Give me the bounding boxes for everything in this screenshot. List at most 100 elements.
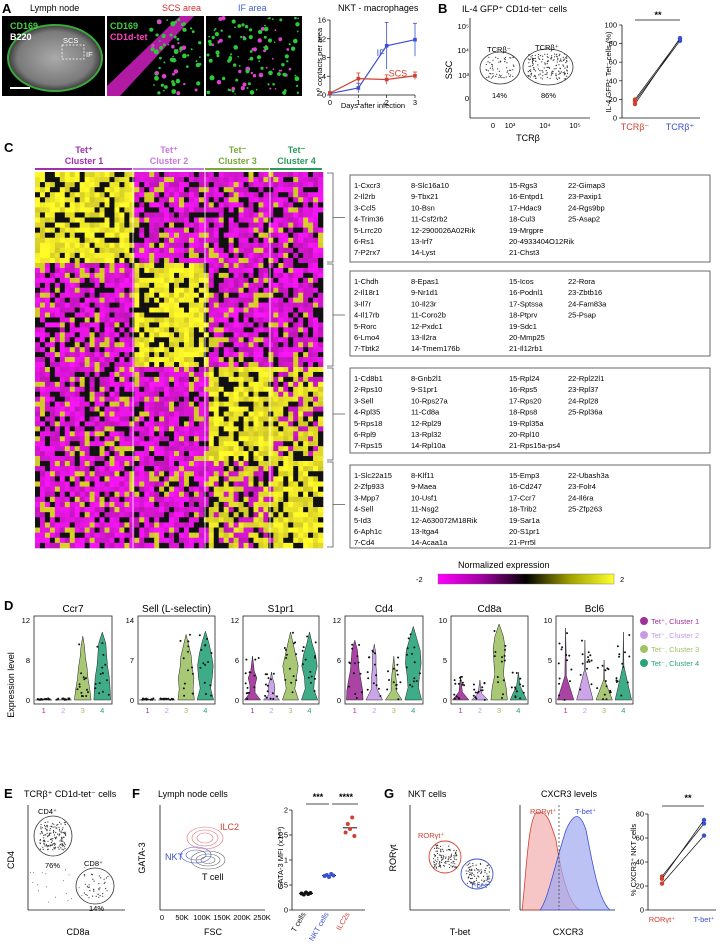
heatmap-cell bbox=[183, 252, 190, 259]
heatmap-cell bbox=[288, 451, 294, 457]
heatmap-cell bbox=[114, 227, 120, 233]
heatmap-cell bbox=[104, 486, 110, 493]
heatmap-cell bbox=[203, 187, 210, 193]
stain-speck bbox=[258, 60, 261, 62]
heatmap-cell bbox=[228, 451, 234, 457]
heatmap-cell bbox=[293, 522, 299, 528]
heatmap-cell bbox=[183, 406, 190, 412]
heatmap-cell bbox=[149, 172, 155, 178]
heatmap-cell bbox=[69, 187, 76, 193]
heatmap-cell bbox=[79, 446, 85, 452]
heatmap-cell bbox=[74, 532, 80, 539]
heatmap-cell bbox=[139, 441, 145, 447]
heatmap-cell bbox=[203, 476, 210, 482]
heatmap-cell bbox=[193, 322, 200, 328]
heatmap-cell bbox=[144, 237, 150, 244]
heatmap-cell bbox=[54, 332, 61, 338]
heatmap-cell bbox=[179, 441, 185, 447]
heatmap-cell bbox=[114, 272, 120, 279]
heatmap-cell bbox=[303, 362, 309, 368]
heatmap-cell bbox=[124, 292, 130, 298]
heatmap-cell bbox=[39, 197, 46, 203]
heatmap-cell bbox=[223, 263, 229, 269]
heatmap-cell bbox=[39, 317, 46, 323]
heatmap-cell bbox=[129, 391, 135, 397]
heatmap-cell bbox=[169, 327, 175, 333]
heatmap-cell bbox=[39, 416, 46, 422]
heatmap-cell bbox=[134, 376, 140, 383]
heatmap-cell bbox=[248, 466, 254, 472]
heatmap-cell bbox=[49, 451, 56, 457]
heatmap-cell bbox=[69, 491, 76, 498]
heatmap-cell bbox=[139, 307, 145, 313]
heatmap-cell bbox=[298, 252, 304, 259]
heatmap-cell bbox=[149, 421, 155, 427]
heatmap-cell bbox=[188, 297, 195, 303]
heatmap-cell bbox=[278, 481, 284, 487]
heatmap-cell bbox=[39, 357, 46, 363]
heatmap-cell bbox=[149, 242, 155, 249]
heatmap-cell bbox=[193, 381, 200, 388]
heatmap-cell bbox=[278, 436, 284, 442]
heatmap-cell bbox=[258, 302, 264, 308]
heatmap-cell bbox=[159, 416, 165, 422]
heatmap-cell bbox=[258, 297, 264, 303]
heatmap-cell bbox=[159, 441, 165, 447]
heatmap-cell bbox=[193, 451, 200, 457]
heatmap-cell bbox=[84, 317, 90, 323]
heatmap-cell bbox=[134, 451, 140, 457]
stain-speck bbox=[218, 17, 223, 21]
heatmap-cell bbox=[308, 312, 314, 318]
heatmap-cell bbox=[179, 312, 185, 318]
heatmap-cell bbox=[203, 431, 210, 437]
heatmap-cell bbox=[183, 207, 190, 213]
heatmap-cell bbox=[283, 431, 289, 437]
heatmap-cell bbox=[124, 441, 130, 447]
heatmap-cell bbox=[169, 302, 175, 308]
heatmap-cell bbox=[298, 481, 304, 487]
heatmap-cell bbox=[109, 456, 115, 462]
heatmap-cell bbox=[44, 322, 51, 328]
heatmap-cell bbox=[218, 376, 224, 383]
heatmap-cell bbox=[44, 517, 51, 523]
heatmap-cell bbox=[124, 287, 130, 294]
heatmap-cell bbox=[298, 446, 304, 452]
heatmap-cell bbox=[253, 282, 259, 289]
event-dot bbox=[534, 75, 537, 77]
heatmap-cell bbox=[303, 307, 309, 313]
heatmap-cell bbox=[79, 227, 85, 233]
heatmap-cell bbox=[134, 441, 140, 447]
heatmap-cell bbox=[124, 277, 130, 284]
heatmap-cell bbox=[248, 491, 254, 498]
heatmap-cell bbox=[179, 446, 185, 452]
heatmap-cell bbox=[169, 476, 175, 482]
heatmap-cell bbox=[64, 517, 71, 523]
heatmap-cell bbox=[79, 352, 85, 358]
heatmap-cell bbox=[174, 401, 180, 407]
heatmap-cell bbox=[188, 391, 195, 397]
heatmap-cell bbox=[298, 172, 304, 178]
heatmap-cell bbox=[114, 491, 120, 498]
heatmap-cell bbox=[74, 322, 80, 328]
heatmap-cell bbox=[228, 486, 234, 493]
heatmap-cell bbox=[248, 471, 254, 477]
heatmap-cell bbox=[303, 237, 309, 244]
event-dot bbox=[546, 53, 548, 55]
heatmap-cell bbox=[44, 207, 51, 213]
heatmap-cell bbox=[104, 446, 110, 452]
heatmap-cell bbox=[84, 217, 90, 223]
heatmap-cell bbox=[109, 197, 115, 203]
gene-label: 3-Mpp7 bbox=[354, 493, 379, 502]
heatmap-cell bbox=[203, 177, 210, 183]
heatmap-cell bbox=[134, 252, 140, 259]
event-dot bbox=[488, 76, 490, 78]
heatmap-cell bbox=[238, 212, 244, 218]
heatmap-cell bbox=[183, 172, 190, 178]
heatmap-cell bbox=[283, 217, 289, 223]
heatmap-cell bbox=[188, 542, 195, 549]
heatmap-cell bbox=[228, 347, 234, 353]
heatmap-cell bbox=[59, 342, 66, 348]
heatmap-cell bbox=[49, 446, 56, 452]
heatmap-cell bbox=[179, 267, 185, 274]
heatmap-cell bbox=[39, 411, 46, 417]
